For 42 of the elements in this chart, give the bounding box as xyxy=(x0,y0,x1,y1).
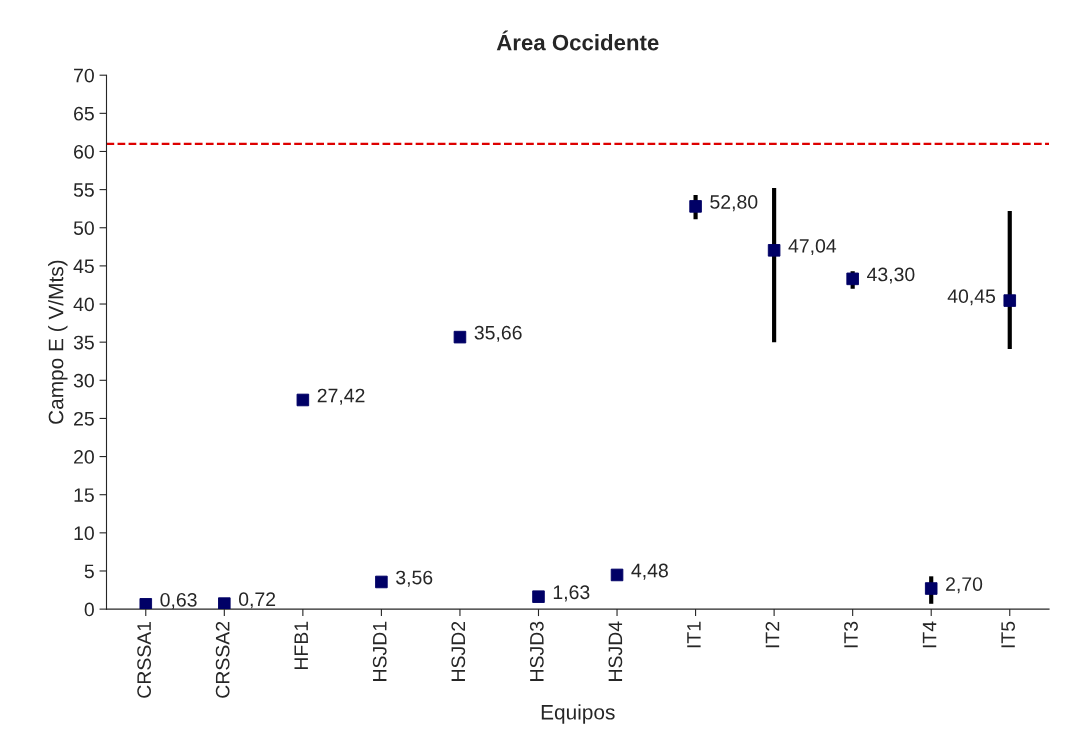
data-label: 4,48 xyxy=(631,563,668,580)
y-tick-label: 70 xyxy=(74,68,94,83)
y-tick-label: 65 xyxy=(74,106,94,121)
data-label: 43,30 xyxy=(867,267,915,284)
y-tick-label: 10 xyxy=(74,526,94,541)
y-tick-label: 20 xyxy=(74,450,94,464)
x-tick-label: IT5 xyxy=(1001,621,1015,648)
x-tick-label: CRSSA1 xyxy=(137,621,151,698)
data-label: 0,63 xyxy=(160,592,197,610)
x-tick-label: HSJD2 xyxy=(451,621,466,681)
x-tick-label: CRSSA2 xyxy=(215,621,230,698)
x-tick-label: HSJD4 xyxy=(608,621,623,681)
x-tick-label: IT2 xyxy=(765,621,780,648)
y-tick-label: 0 xyxy=(84,602,94,617)
y-tick-label: 30 xyxy=(73,373,94,388)
y-axis-title: Campo E ( V/Mts) xyxy=(48,260,68,424)
x-tick-label: HSJD1 xyxy=(372,621,387,681)
y-tick-label: 45 xyxy=(73,259,94,274)
x-axis-title: Equipos xyxy=(541,704,615,724)
x-tick-label: HFB1 xyxy=(294,621,308,670)
data-label: 35,66 xyxy=(474,325,522,342)
y-tick-label: 5 xyxy=(84,564,94,579)
y-tick-label: 60 xyxy=(74,144,94,159)
chart-title: Área Occidente xyxy=(496,30,659,51)
data-label: 27,42 xyxy=(317,388,365,405)
y-tick-label: 55 xyxy=(73,183,94,197)
y-tick-label: 40 xyxy=(73,297,94,312)
data-label: 47,04 xyxy=(788,239,837,256)
data-label: 52,80 xyxy=(710,195,758,212)
y-tick-label: 35 xyxy=(73,335,94,350)
data-label: 40,45 xyxy=(947,289,996,306)
x-tick-label: IT3 xyxy=(844,621,858,648)
x-tick-label: HSJD3 xyxy=(529,621,544,681)
data-label: 1,63 xyxy=(553,585,590,602)
y-tick-label: 25 xyxy=(74,411,94,426)
y-tick-label: 15 xyxy=(74,488,94,502)
y-tick-label: 50 xyxy=(73,221,94,235)
data-label: 3,56 xyxy=(396,570,433,587)
data-label: 2,70 xyxy=(946,577,983,594)
x-tick-label: IT4 xyxy=(922,621,937,648)
x-tick-label: IT1 xyxy=(687,621,701,648)
data-label: 0,72 xyxy=(238,592,276,609)
